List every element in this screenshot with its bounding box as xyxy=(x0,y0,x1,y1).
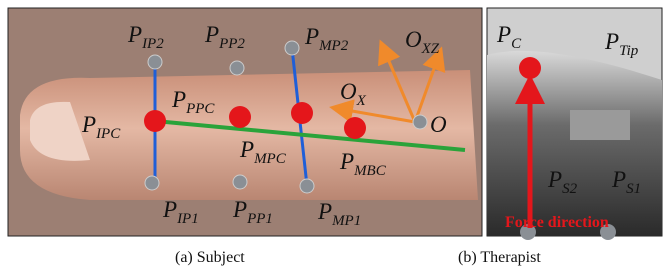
label-base: P xyxy=(317,199,332,224)
label-sub: IP1 xyxy=(176,211,199,227)
label-base: P xyxy=(127,22,142,47)
force-label: Force direction xyxy=(505,214,609,231)
label-sub: IP2 xyxy=(141,36,164,52)
label-sub: MBC xyxy=(353,163,387,179)
label-base: O xyxy=(405,27,422,52)
device-part xyxy=(570,110,630,140)
figure: Force direction (a) Subject (b) Therapis… xyxy=(0,0,671,274)
label-sub: C xyxy=(511,36,522,52)
label-base: P xyxy=(547,167,562,192)
label-base: P xyxy=(81,112,96,137)
label-sub: X xyxy=(356,93,367,109)
label-sub: PPC xyxy=(185,101,215,117)
label-base: P xyxy=(162,197,177,222)
label-base: O xyxy=(430,112,447,137)
device xyxy=(487,51,662,236)
label-base: P xyxy=(304,24,319,49)
label-base: P xyxy=(611,167,626,192)
label-base: P xyxy=(496,22,511,47)
label-sub: IPC xyxy=(95,126,121,142)
label-sub: MP1 xyxy=(331,213,361,229)
label-base: P xyxy=(339,149,354,174)
caption: (a) Subject xyxy=(175,249,245,266)
label-base: O xyxy=(340,79,357,104)
label-base: P xyxy=(604,29,619,54)
point-label: O xyxy=(430,112,447,137)
label-base: P xyxy=(239,137,254,162)
label-base: P xyxy=(171,87,186,112)
label-sub: S2 xyxy=(562,181,578,197)
label-sub: PP1 xyxy=(246,211,273,227)
label-sub: MPC xyxy=(253,151,287,167)
label-sub: MP2 xyxy=(318,38,349,54)
label-sub: S1 xyxy=(626,181,641,197)
label-sub: Tip xyxy=(619,43,639,59)
label-base: P xyxy=(204,22,219,47)
label-sub: XZ xyxy=(421,41,440,57)
label-sub: PP2 xyxy=(218,36,245,52)
caption: (b) Therapist xyxy=(458,249,541,266)
contact-point xyxy=(519,57,541,79)
label-base: P xyxy=(232,197,247,222)
